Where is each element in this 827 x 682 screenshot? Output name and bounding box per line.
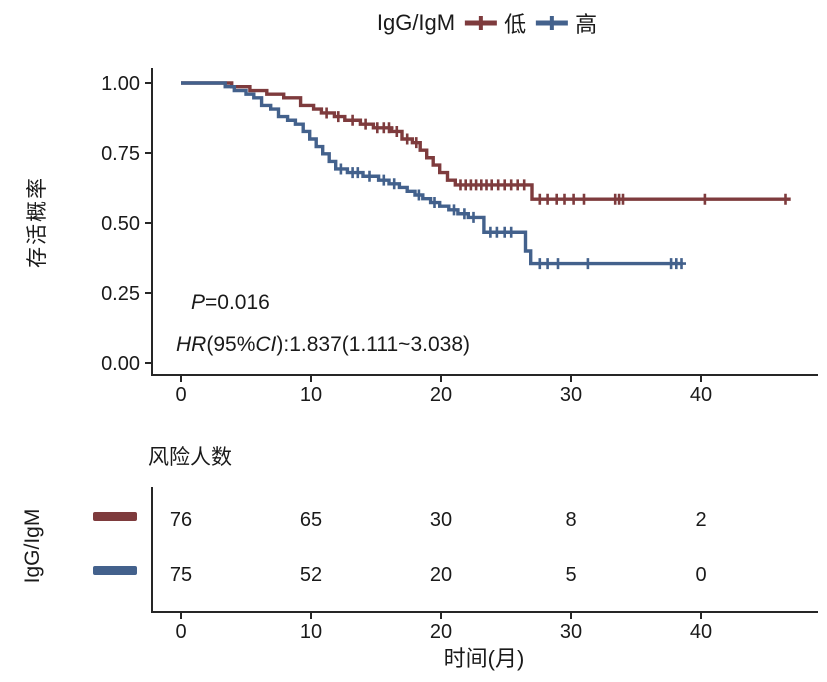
y-tick-label: 1.00 xyxy=(101,73,140,95)
x-tick-label: 40 xyxy=(690,384,712,406)
p-symbol: P xyxy=(191,291,206,314)
censor-marks-low xyxy=(322,107,790,205)
risk-row-swatch-high xyxy=(93,566,137,575)
p-value-annotation: P=0.016 xyxy=(191,291,270,315)
risk-count: 75 xyxy=(170,564,192,586)
x-tick-label: 30 xyxy=(560,384,582,406)
risk-count: 20 xyxy=(430,564,452,586)
p-value: =0.016 xyxy=(205,291,270,314)
risk-x-tick-label: 30 xyxy=(560,621,582,643)
y-tick-label: 0.00 xyxy=(101,353,140,375)
x-tick-label: 0 xyxy=(175,384,186,406)
x-tick-label: 10 xyxy=(300,384,322,406)
risk-count: 30 xyxy=(430,509,452,531)
risk-count: 65 xyxy=(300,509,322,531)
hr-symbol: HR xyxy=(176,333,207,356)
survival-curve-high xyxy=(181,81,683,266)
hr-annotation: HR(95%CI):1.837(1.111~3.038) xyxy=(176,333,470,357)
ci-symbol: CI xyxy=(255,333,277,356)
legend-label-high: 高 xyxy=(575,12,598,37)
legend-marker-high-icon xyxy=(536,16,569,30)
legend: IgG/IgM 低 高 xyxy=(377,7,597,39)
hr-value: ):1.837(1.111~3.038) xyxy=(276,333,470,356)
censor-marks-high xyxy=(336,163,686,270)
x-tick-label: 20 xyxy=(430,384,452,406)
survival-curve-low xyxy=(181,81,791,201)
hr-open: (95% xyxy=(206,333,256,356)
risk-count: 8 xyxy=(565,509,576,531)
risk-x-tick-label: 10 xyxy=(300,621,322,643)
risk-count: 76 xyxy=(170,509,192,531)
risk-table-title: 风险人数 xyxy=(148,446,232,469)
risk-count: 5 xyxy=(565,564,576,586)
legend-title: IgG/IgM xyxy=(376,10,456,35)
y-axis-title: 存活概率 xyxy=(26,176,49,268)
y-tick-label: 0.25 xyxy=(101,283,140,305)
legend-label-low: 低 xyxy=(504,12,527,37)
legend-item-high: 高 xyxy=(533,7,597,39)
y-tick-label: 0.50 xyxy=(101,213,140,235)
y-tick-label: 0.75 xyxy=(101,143,140,165)
legend-item-low: 低 xyxy=(462,7,526,39)
risk-x-tick-label: 20 xyxy=(430,621,452,643)
risk-table-group-label: IgG/IgM xyxy=(21,508,44,584)
risk-row-swatch-low xyxy=(93,512,137,521)
risk-x-tick-label: 0 xyxy=(175,621,186,643)
legend-marker-low-icon xyxy=(465,16,498,30)
risk-count: 0 xyxy=(695,564,706,586)
risk-count: 2 xyxy=(695,509,706,531)
risk-count: 52 xyxy=(300,564,322,586)
x-axis-title: 时间(月) xyxy=(443,646,525,671)
risk-x-tick-label: 40 xyxy=(690,621,712,643)
